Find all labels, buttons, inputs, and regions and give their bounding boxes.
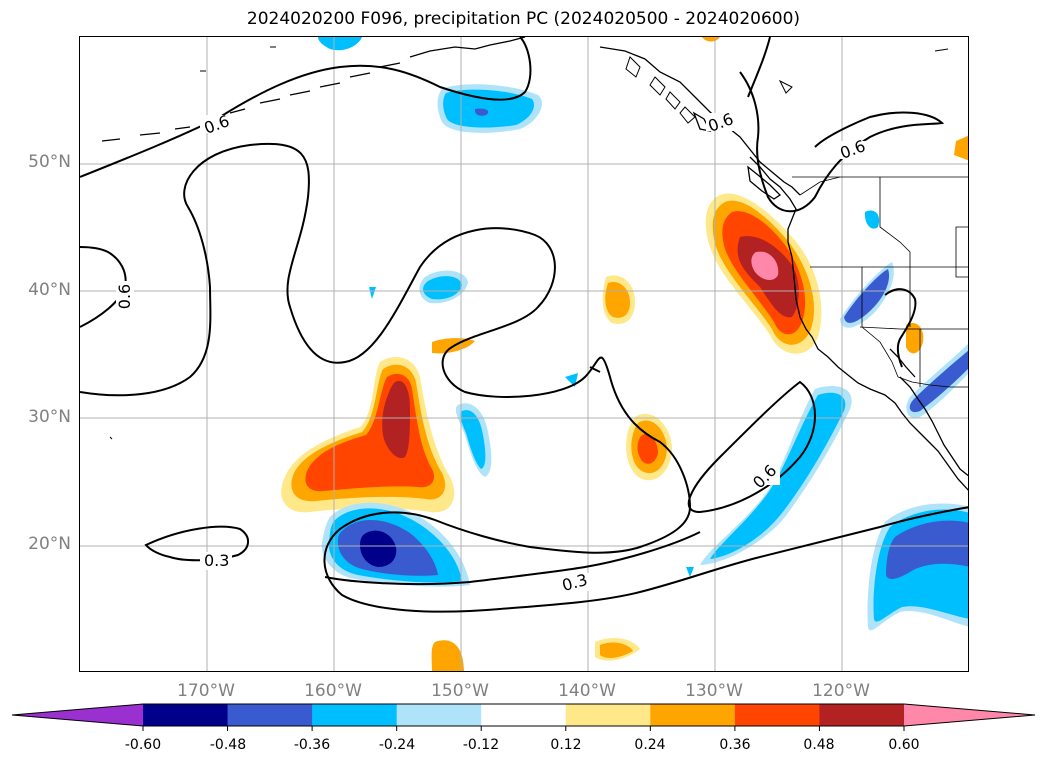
- colorbar-bin: [227, 704, 313, 726]
- colorbar-tick: -0.36: [293, 737, 331, 753]
- negative-anomaly-dot-3: [686, 567, 694, 577]
- negative-anomaly-small-north: [864, 210, 880, 229]
- colorbar-bin: [312, 704, 398, 726]
- contour-lines: [80, 37, 968, 613]
- colorbar-tick: -0.12: [462, 737, 500, 753]
- lon-label-140w: 140°W: [558, 681, 616, 701]
- colorbar-extend-max: [904, 704, 1035, 726]
- positive-anomaly-small-1: [602, 275, 635, 325]
- colorbar-tick: 0.12: [550, 737, 582, 753]
- lat-label-20n: 20°N: [28, 534, 71, 554]
- colorbar-bin: [481, 704, 567, 726]
- colorbar: [11, 703, 1036, 731]
- negative-anomaly-alaska: [318, 37, 362, 51]
- colorbar-tick: 0.36: [719, 737, 751, 753]
- positive-anomaly-central: [281, 357, 455, 513]
- lat-label-40n: 40°N: [28, 280, 71, 300]
- map-panel: 0.6 0.6 0.6 0.6 0.6 0.3 0.3: [79, 36, 969, 672]
- colorbar-tick: 0.24: [634, 737, 666, 753]
- negative-anomaly-117w-32n: [906, 343, 968, 419]
- positive-anomaly-top: [702, 37, 720, 42]
- colorbar-bin: [819, 704, 905, 726]
- negative-anomaly-115w-20n: [867, 503, 968, 631]
- lon-label-170w: 170°W: [177, 681, 235, 701]
- contour-label-left: 0.6: [115, 283, 135, 310]
- positive-anomaly-edge: [954, 135, 968, 161]
- lon-label-130w: 130°W: [685, 681, 743, 701]
- colorbar-tick: -0.24: [378, 737, 416, 753]
- positive-anomaly-small-2: [626, 413, 672, 481]
- alaska-islands: [109, 46, 949, 440]
- colorbar-tick: 0.48: [803, 737, 835, 753]
- map-canvas: [80, 37, 968, 671]
- contour-label-lower: 0.3: [204, 551, 230, 570]
- colorbar-tick: -0.60: [124, 737, 162, 753]
- colorbar-bin: [734, 704, 820, 726]
- colorbar-bin: [396, 704, 482, 726]
- negative-anomaly-dot-2: [369, 287, 376, 299]
- positive-anomaly-bottom-2: [431, 640, 464, 671]
- map-title: 2024020200 F096, precipitation PC (20240…: [246, 9, 801, 29]
- lat-label-30n: 30°N: [28, 407, 71, 427]
- colorbar-tick: -0.48: [209, 737, 247, 753]
- lon-label-120w: 120°W: [812, 681, 870, 701]
- contour-label-backgrounds: [116, 113, 866, 591]
- negative-anomaly-150w-30n: [455, 403, 492, 477]
- positive-anomaly-bottom: [595, 637, 640, 661]
- colorbar-tick: 0.60: [888, 737, 920, 753]
- lat-label-50n: 50°N: [28, 152, 71, 172]
- lon-label-150w: 150°W: [431, 681, 489, 701]
- positive-anomaly-coast: [906, 322, 924, 354]
- negative-anomaly-120w-40n: [840, 262, 894, 328]
- negative-anomaly-158w-20n: [321, 502, 470, 587]
- colorbar-bin: [143, 704, 229, 726]
- positive-anomaly-ne-pacific: [705, 193, 822, 354]
- lon-label-160w: 160°W: [304, 681, 362, 701]
- colorbar-extend-min: [12, 704, 143, 726]
- negative-anomaly-150w-40n: [419, 270, 468, 304]
- colorbar-bin: [565, 704, 651, 726]
- political-borders: [792, 176, 968, 388]
- colorbar-bin: [650, 704, 736, 726]
